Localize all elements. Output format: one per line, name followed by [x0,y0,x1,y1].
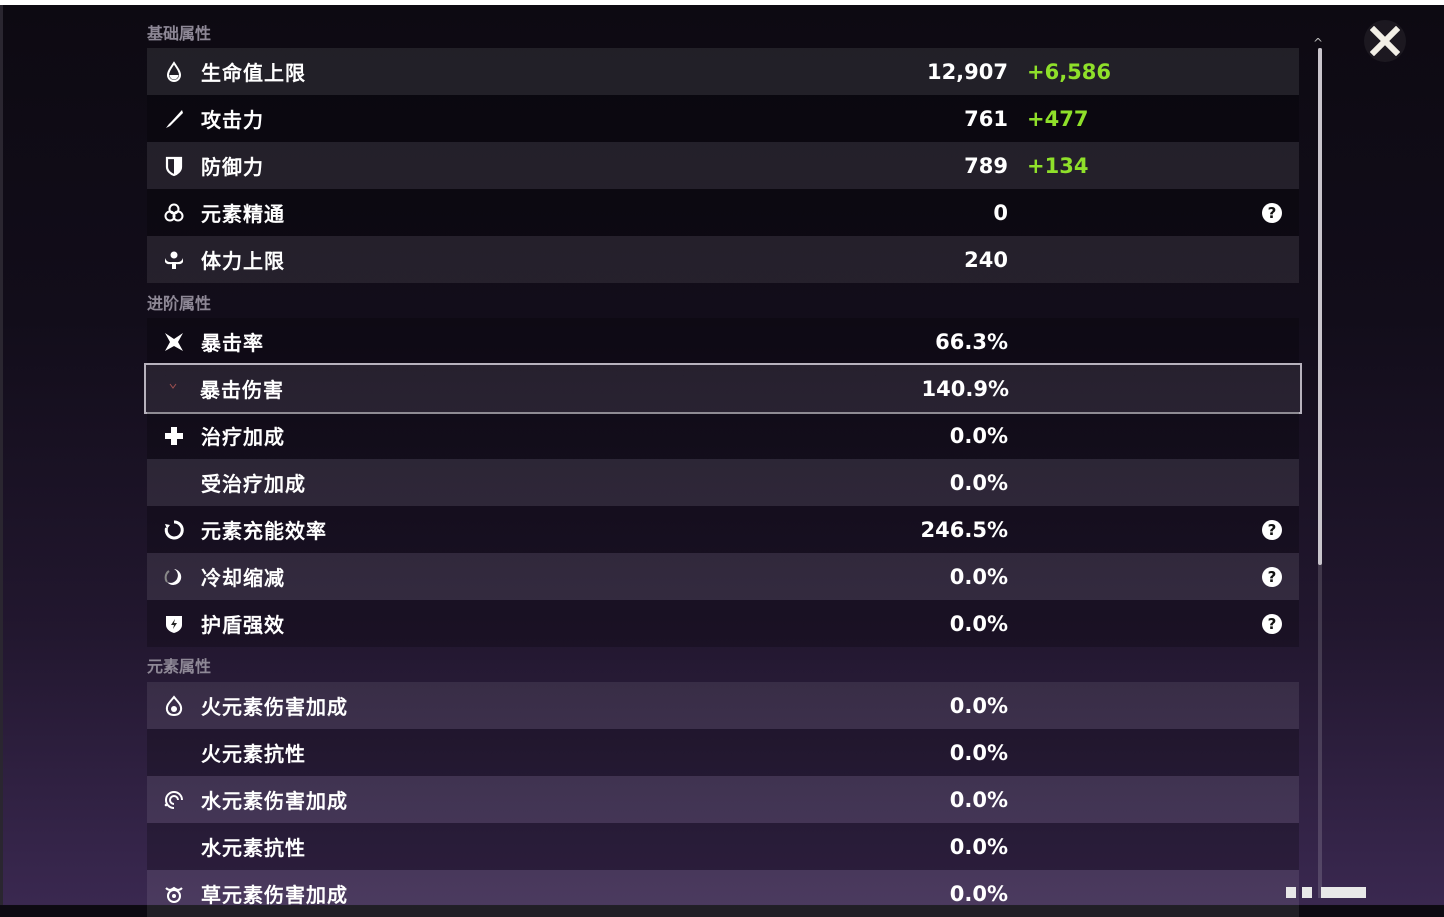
attribute-label: 护盾强效 [201,613,285,637]
attribute-label: 元素充能效率 [201,519,327,543]
attribute-label: 攻击力 [201,108,264,132]
attribute-label: 火元素伤害加成 [201,695,348,719]
attribute-value: 0.0% [949,611,1008,636]
attribute-bonus: +134 [1027,153,1089,178]
attribute-label: 生命值上限 [201,61,306,85]
attribute-value: 0.0% [949,881,1008,906]
energy-recharge-icon [163,519,185,541]
close-button[interactable] [1364,20,1406,62]
attribute-row[interactable]: 火元素抗性 0.0% [147,729,1299,776]
attribute-label: 水元素抗性 [201,836,306,860]
attribute-row[interactable]: 元素精通 0? [147,189,1299,236]
cooldown-icon [163,566,185,588]
attribute-row[interactable]: 攻击力 761 +477 [147,95,1299,142]
attribute-value: 0 [993,200,1008,225]
attribute-label: 治疗加成 [201,425,285,449]
attribute-label: 防御力 [201,155,264,179]
help-icon[interactable]: ? [1262,614,1282,634]
attribute-label: 元素精通 [201,202,285,226]
window-left-edge [0,5,3,905]
attribute-value: 140.9% [921,376,1009,401]
attribute-value: 0.0% [949,740,1008,765]
blurred-mark [1321,887,1366,898]
attribute-row[interactable]: 暴击率 66.3% [147,318,1299,365]
help-icon[interactable]: ? [1262,567,1282,587]
close-icon [1370,26,1400,56]
attribute-value: 0.0% [949,834,1008,859]
help-icon[interactable]: ? [1262,520,1282,540]
attribute-row[interactable]: 火元素伤害加成 0.0% [147,682,1299,729]
scrollbar-thumb[interactable] [1318,48,1322,565]
healing-cross-icon [163,425,185,447]
window-top-edge [0,0,1444,5]
attribute-bonus: +6,586 [1027,59,1112,84]
hydro-icon [163,789,185,811]
attribute-label: 暴击率 [201,331,264,355]
pyro-icon [163,695,185,717]
crit-dmg-icon [162,378,184,400]
section-title: 元素属性 [147,657,212,676]
elemental-mastery-icon [163,202,185,224]
attribute-label: 冷却缩减 [201,566,285,590]
attribute-row[interactable]: 防御力 789 +134 [147,142,1299,189]
attribute-value: 240 [964,247,1008,272]
attribute-row[interactable]: 冷却缩减 0.0%? [147,553,1299,600]
attribute-label: 水元素伤害加成 [201,789,348,813]
attribute-value: 0.0% [949,693,1008,718]
attribute-value: 0.0% [949,787,1008,812]
attribute-row[interactable]: 生命值上限 12,907 +6,586 [147,48,1299,95]
stamina-icon [163,249,185,271]
attribute-label: 草元素伤害加成 [201,883,348,907]
attribute-row[interactable]: 暴击伤害 140.9% [144,363,1302,414]
attribute-value: 761 [964,106,1008,131]
blurred-mark [1302,887,1312,898]
dendro-icon [163,883,185,905]
attribute-row[interactable]: 体力上限 240 [147,236,1299,283]
attribute-label: 体力上限 [201,249,285,273]
attribute-label: 受治疗加成 [201,472,306,496]
scroll-up-icon[interactable]: ^ [1313,36,1324,50]
attribute-label: 暴击伤害 [200,378,284,402]
attribute-row[interactable]: 元素充能效率 246.5%? [147,506,1299,553]
attribute-value: 0.0% [949,423,1008,448]
attribute-row[interactable]: 受治疗加成 0.0% [147,459,1299,506]
attribute-value: 12,907 [926,59,1008,84]
attribute-row[interactable]: 草元素伤害加成 0.0% [147,870,1299,917]
sword-icon [163,108,185,130]
attribute-bonus: +477 [1027,106,1089,131]
attribute-value: 246.5% [920,517,1008,542]
blurred-mark [1286,887,1296,898]
attribute-row[interactable]: 水元素抗性 0.0% [147,823,1299,870]
shield-icon [163,155,185,177]
attribute-row[interactable]: 治疗加成 0.0% [147,412,1299,459]
hp-drop-icon [163,61,185,83]
shield-strength-icon [163,613,185,635]
attribute-value: 66.3% [935,329,1008,354]
help-icon[interactable]: ? [1262,203,1282,223]
section-title: 基础属性 [147,24,212,43]
attribute-value: 789 [964,153,1008,178]
crit-rate-icon [163,331,185,353]
attribute-row[interactable]: 护盾强效 0.0%? [147,600,1299,647]
attribute-value: 0.0% [949,564,1008,589]
section-title: 进阶属性 [147,294,212,313]
attribute-row[interactable]: 水元素伤害加成 0.0% [147,776,1299,823]
attribute-label: 火元素抗性 [201,742,306,766]
attribute-value: 0.0% [949,470,1008,495]
